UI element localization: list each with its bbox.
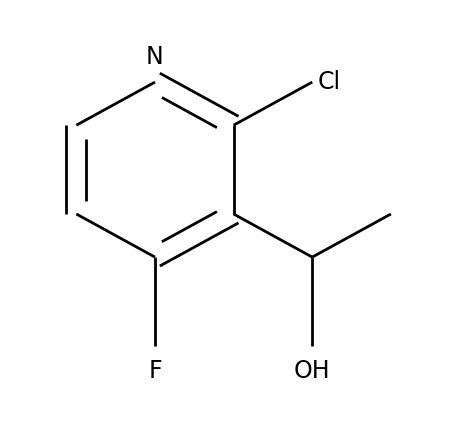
Text: N: N	[146, 45, 163, 69]
Text: F: F	[148, 359, 161, 383]
Text: Cl: Cl	[317, 70, 340, 94]
Text: OH: OH	[293, 359, 330, 383]
